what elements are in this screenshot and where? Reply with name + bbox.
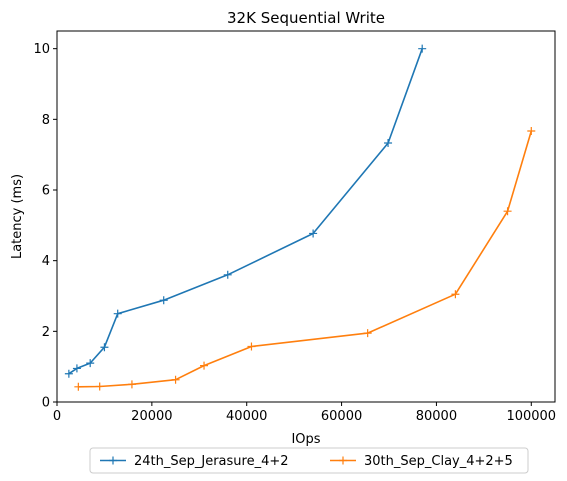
- data-point: [384, 139, 393, 148]
- y-tick-label: 8: [42, 113, 50, 128]
- chart-title: 32K Sequential Write: [227, 9, 385, 27]
- data-point: [527, 126, 536, 135]
- legend-box: [89, 447, 529, 474]
- data-point: [200, 361, 209, 370]
- legend-label: 24th_Sep_Jerasure_4+2: [134, 454, 289, 469]
- data-point: [100, 343, 109, 352]
- y-tick-label: 0: [42, 396, 50, 411]
- series-line-2: [78, 130, 533, 388]
- data-point: [451, 290, 460, 299]
- data-point: [113, 309, 122, 318]
- legend: 24th_Sep_Jerasure_4+2 30th_Sep_Clay_4+2+5: [89, 447, 529, 474]
- data-point: [171, 375, 180, 384]
- y-tick-label: 6: [42, 184, 50, 199]
- x-axis: 0 20000 40000 60000 80000 100000: [53, 402, 556, 424]
- data-point: [223, 270, 232, 279]
- x-axis-label: IOps: [291, 432, 320, 447]
- data-point: [418, 44, 427, 53]
- y-tick-label: 2: [42, 325, 50, 340]
- data-point: [309, 229, 318, 238]
- data-point: [95, 382, 104, 391]
- legend-label: 30th_Sep_Clay_4+2+5: [364, 454, 513, 469]
- plot-frame: [56, 30, 556, 403]
- legend-marker: [109, 456, 117, 465]
- x-tick-label: 40000: [226, 409, 267, 424]
- plot-markers: [64, 44, 536, 391]
- y-tick-label: 4: [42, 254, 50, 269]
- x-tick-label: 80000: [416, 409, 457, 424]
- legend-marker: [339, 456, 347, 465]
- data-point: [127, 380, 136, 389]
- plot-lines: [68, 48, 533, 388]
- x-tick-label: 20000: [131, 409, 172, 424]
- y-axis: 0 2 4 6 8 10: [33, 42, 57, 411]
- data-point: [503, 207, 512, 216]
- x-tick-label: 0: [53, 409, 61, 424]
- data-point: [72, 364, 81, 373]
- data-point: [247, 342, 256, 351]
- y-axis-label: Latency (ms): [10, 174, 25, 259]
- data-point: [363, 329, 372, 338]
- data-point: [86, 359, 95, 368]
- data-point: [159, 296, 168, 305]
- y-tick-label: 10: [33, 42, 50, 57]
- x-tick-label: 60000: [321, 409, 362, 424]
- data-point: [74, 382, 83, 391]
- x-tick-label: 100000: [506, 409, 556, 424]
- series-line-1: [68, 48, 423, 375]
- data-point: [64, 369, 73, 378]
